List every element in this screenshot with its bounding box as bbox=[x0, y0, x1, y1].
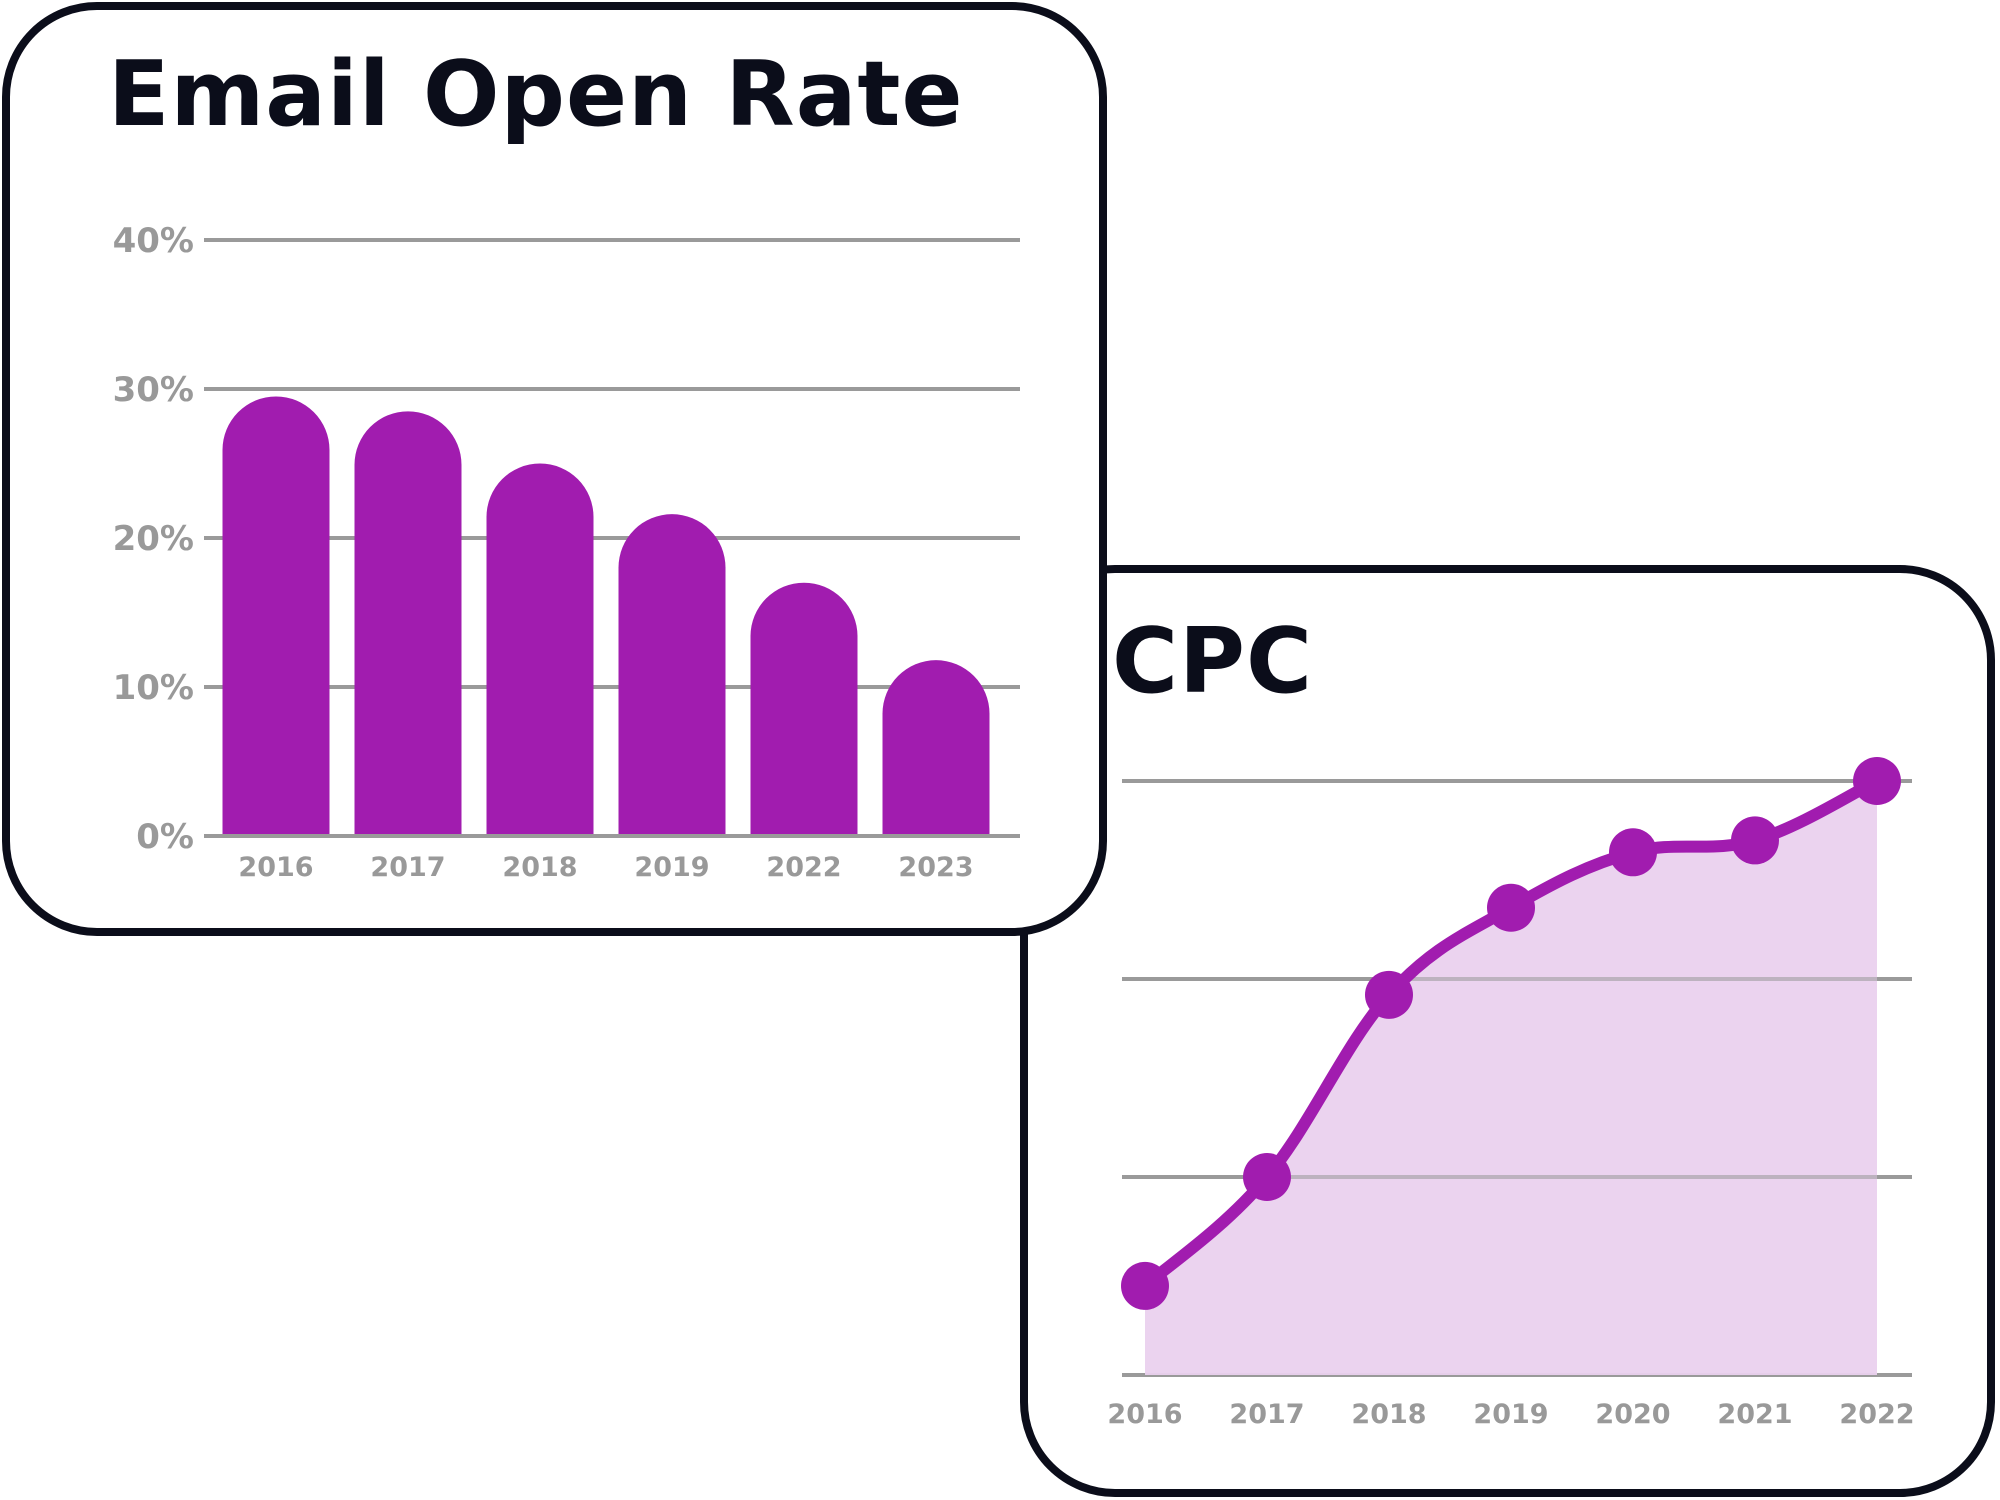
cpc-chart-card: CPC 2016 2017 2018 2019 2020 2021 2022 bbox=[1020, 565, 1995, 1497]
bar bbox=[618, 514, 726, 836]
y-tick-label: 10% bbox=[113, 668, 194, 708]
data-point bbox=[1365, 970, 1413, 1019]
data-point bbox=[1243, 1153, 1291, 1201]
email-open-rate-title: Email Open Rate bbox=[108, 42, 964, 147]
x-tick-label: 2021 bbox=[1717, 1399, 1792, 1430]
data-point bbox=[1731, 816, 1779, 865]
x-tick-label: 2017 bbox=[370, 852, 445, 883]
bar bbox=[750, 582, 858, 836]
y-tick-label: 0% bbox=[136, 817, 194, 857]
data-point bbox=[1609, 828, 1657, 877]
bar bbox=[882, 660, 990, 836]
bar bbox=[486, 463, 594, 836]
cpc-area bbox=[1145, 781, 1877, 1375]
data-point bbox=[1487, 883, 1535, 932]
x-tick-label: 2017 bbox=[1229, 1399, 1304, 1430]
x-tick-label: 2016 bbox=[1107, 1399, 1182, 1430]
cpc-chart-title: CPC bbox=[1112, 609, 1314, 714]
x-tick-label: 2018 bbox=[1351, 1399, 1426, 1430]
x-tick-label: 2023 bbox=[898, 852, 973, 883]
data-point bbox=[1121, 1261, 1169, 1310]
email-open-rate-bar-chart: 0% 10% 20% 30% 40% 2016 2017 2018 2019 2022 2023 bbox=[113, 221, 1020, 883]
cpc-line-chart: 2016 2017 2018 2019 2020 2021 2022 bbox=[1107, 757, 1915, 1430]
bar bbox=[222, 396, 330, 836]
x-tick-label: 2019 bbox=[634, 852, 709, 883]
x-tick-label: 2016 bbox=[238, 852, 313, 883]
x-tick-label: 2018 bbox=[502, 852, 577, 883]
bar bbox=[354, 411, 462, 836]
y-tick-label: 20% bbox=[113, 519, 194, 559]
y-tick-label: 40% bbox=[113, 221, 194, 261]
x-tick-label: 2020 bbox=[1595, 1399, 1670, 1430]
data-point bbox=[1853, 757, 1901, 805]
email-open-rate-card: Email Open Rate 0% 10% 20% 30% 40% 2016 2017 20… bbox=[2, 2, 1107, 936]
y-tick-label: 30% bbox=[113, 370, 194, 410]
x-tick-label: 2019 bbox=[1473, 1399, 1548, 1430]
x-tick-label: 2022 bbox=[1839, 1399, 1914, 1430]
x-tick-label: 2022 bbox=[766, 852, 841, 883]
